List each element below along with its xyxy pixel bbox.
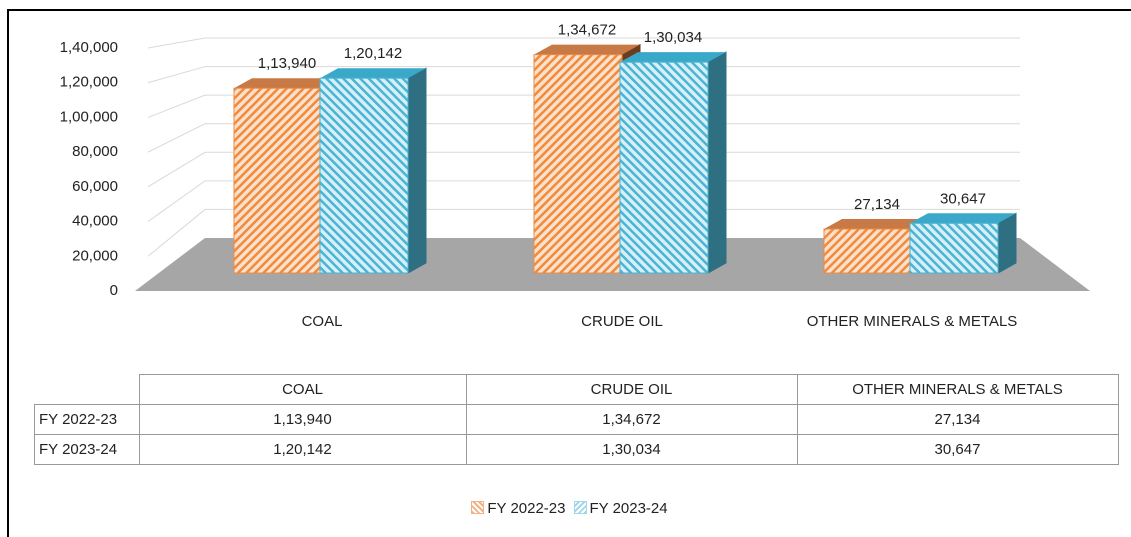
- bar-side: [997, 212, 1017, 274]
- y-tick-label: 1,00,000: [60, 108, 118, 125]
- bar-front: [909, 222, 999, 274]
- y-tick-label: 20,000: [72, 247, 118, 264]
- bar-top: [320, 68, 426, 79]
- bar: [533, 43, 641, 274]
- table-cell: 1,13,940: [138, 404, 467, 435]
- table-header: COAL: [138, 374, 467, 405]
- grid-line: [147, 151, 1020, 188]
- bar-side: [407, 67, 427, 274]
- bar-side: [707, 51, 727, 274]
- bar: [319, 67, 427, 274]
- table-header: CRUDE OIL: [465, 374, 798, 405]
- grid-line: [147, 180, 1020, 222]
- table-corner: [34, 374, 140, 405]
- bar-front: [533, 54, 623, 274]
- bar-top: [910, 213, 1016, 224]
- table-row-header: FY 2022-23: [34, 404, 140, 435]
- table-cell: 1,20,142: [138, 434, 467, 465]
- y-tick-label: 1,40,000: [60, 39, 118, 56]
- legend-swatch: [573, 501, 587, 514]
- bar-front: [319, 77, 409, 274]
- y-tick-label: 40,000: [72, 213, 118, 230]
- table-cell: 1,30,034: [465, 434, 798, 465]
- table-cell: 1,34,672: [465, 404, 798, 435]
- bar-front: [823, 228, 913, 274]
- legend-label: FY 2022-23: [487, 500, 566, 517]
- table-cell: 27,134: [796, 404, 1119, 435]
- grid-line: [147, 37, 1020, 49]
- bar-front: [619, 61, 709, 274]
- frame: [7, 9, 1131, 537]
- table-header: OTHER MINERALS & METALS: [796, 374, 1119, 405]
- grid-line: [147, 123, 1020, 153]
- data-label: 1,34,672: [558, 22, 616, 39]
- y-tick-label: 60,000: [72, 178, 118, 195]
- table-cell: 30,647: [796, 434, 1119, 465]
- legend: FY 2022-23 FY 2023-24: [0, 500, 1131, 517]
- grid-line: [147, 208, 1020, 257]
- table-header-row: COAL CRUDE OIL OTHER MINERALS & METALS: [34, 374, 1119, 405]
- grid-line: [147, 66, 1020, 84]
- bar-top: [824, 219, 930, 230]
- data-label: 1,30,034: [644, 29, 702, 46]
- data-label: 30,647: [940, 190, 986, 207]
- legend-swatch: [471, 501, 485, 514]
- bar: [909, 212, 1017, 274]
- data-label: 1,13,940: [258, 55, 316, 72]
- bar-top: [620, 52, 726, 63]
- table-row: FY 2023-24 1,20,142 1,30,034 30,647: [34, 434, 1119, 465]
- bar-top: [234, 78, 340, 89]
- x-tick-label: CRUDE OIL: [581, 313, 663, 330]
- grid-line: [147, 94, 1020, 118]
- bar-top: [534, 44, 640, 55]
- legend-label: FY 2023-24: [589, 500, 668, 517]
- y-tick-label: 80,000: [72, 143, 118, 160]
- table-row-header: FY 2023-24: [34, 434, 140, 465]
- bar-front: [233, 87, 323, 274]
- data-table: COAL CRUDE OIL OTHER MINERALS & METALS FY 2…: [34, 374, 1119, 465]
- y-tick-label: 1,20,000: [60, 74, 118, 91]
- data-label: 1,20,142: [344, 45, 402, 62]
- x-tick-label: COAL: [301, 313, 343, 330]
- y-tick-label: 0: [110, 282, 118, 299]
- bar: [619, 51, 727, 274]
- table-row: FY 2022-23 1,13,940 1,34,672 27,134: [34, 404, 1119, 435]
- x-tick-label: OTHER MINERALS & METALS: [806, 313, 1018, 330]
- data-label: 27,134: [854, 196, 900, 213]
